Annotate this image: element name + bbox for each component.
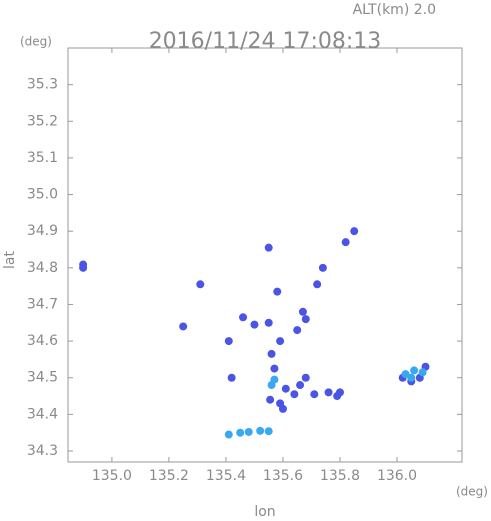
echo-point	[267, 381, 276, 390]
echo-point	[250, 320, 259, 329]
y-unit: (deg)	[20, 35, 52, 49]
echo-point	[266, 395, 275, 404]
echo-point	[290, 390, 299, 399]
echo-point	[196, 280, 205, 289]
echo-point	[410, 366, 419, 375]
x-label: lon	[254, 504, 275, 520]
echo-point	[324, 388, 333, 397]
echo-point	[244, 427, 253, 436]
echo-point	[318, 263, 327, 272]
echo-point	[293, 326, 302, 335]
echo-point	[301, 373, 310, 382]
echo-point	[267, 349, 276, 358]
x-tick-label: 135.0	[92, 468, 132, 484]
x-unit: (deg)	[456, 485, 488, 499]
echo-point	[236, 428, 245, 437]
echo-point	[401, 370, 410, 379]
echo-point	[296, 381, 305, 390]
y-tick-label: 34.3	[27, 443, 58, 459]
echo-point	[270, 364, 279, 373]
x-tick-label: 135.4	[206, 468, 246, 484]
chart-title: 2016/11/24 17:08:13	[149, 29, 382, 54]
echo-point	[239, 313, 248, 322]
y-tick-label: 34.8	[27, 260, 58, 276]
echo-point	[350, 227, 359, 236]
echo-point	[281, 384, 290, 393]
echo-point	[179, 322, 188, 331]
plot-frame	[67, 47, 463, 463]
echo-point	[227, 373, 236, 382]
altitude: ALT(km) 2.0	[353, 2, 436, 18]
echo-point	[264, 427, 273, 436]
echo-point	[273, 287, 282, 296]
y-tick-label: 34.9	[27, 223, 58, 239]
x-tick-label: 135.6	[263, 468, 303, 484]
echo-point	[313, 280, 322, 289]
x-tick-label: 135.8	[320, 468, 360, 484]
echo-point	[333, 392, 342, 401]
echo-point	[224, 430, 233, 439]
y-tick-label: 35.3	[27, 77, 58, 93]
y-tick-label: 34.7	[27, 296, 58, 312]
echo-point	[298, 307, 307, 316]
echo-point	[224, 337, 233, 346]
echo-point	[407, 373, 416, 382]
echo-point	[79, 263, 88, 272]
echo-point	[276, 337, 285, 346]
y-tick-label: 35.2	[27, 113, 58, 129]
y-tick-label: 35.1	[27, 150, 58, 166]
echo-point	[301, 315, 310, 324]
echo-point	[256, 426, 265, 435]
echo-point	[418, 368, 427, 377]
y-tick-label: 34.5	[27, 370, 58, 386]
y-tick-label: 34.6	[27, 333, 58, 349]
echo-point	[341, 238, 350, 247]
x-tick-label: 136.0	[377, 468, 417, 484]
echo-point	[278, 404, 287, 413]
y-tick-label: 35.0	[27, 187, 58, 203]
echo-point	[264, 243, 273, 252]
echo-point	[264, 318, 273, 327]
echo-point	[310, 390, 319, 399]
y-label: lat	[2, 251, 18, 269]
y-tick-label: 34.4	[27, 406, 58, 422]
x-tick-label: 135.2	[149, 468, 189, 484]
